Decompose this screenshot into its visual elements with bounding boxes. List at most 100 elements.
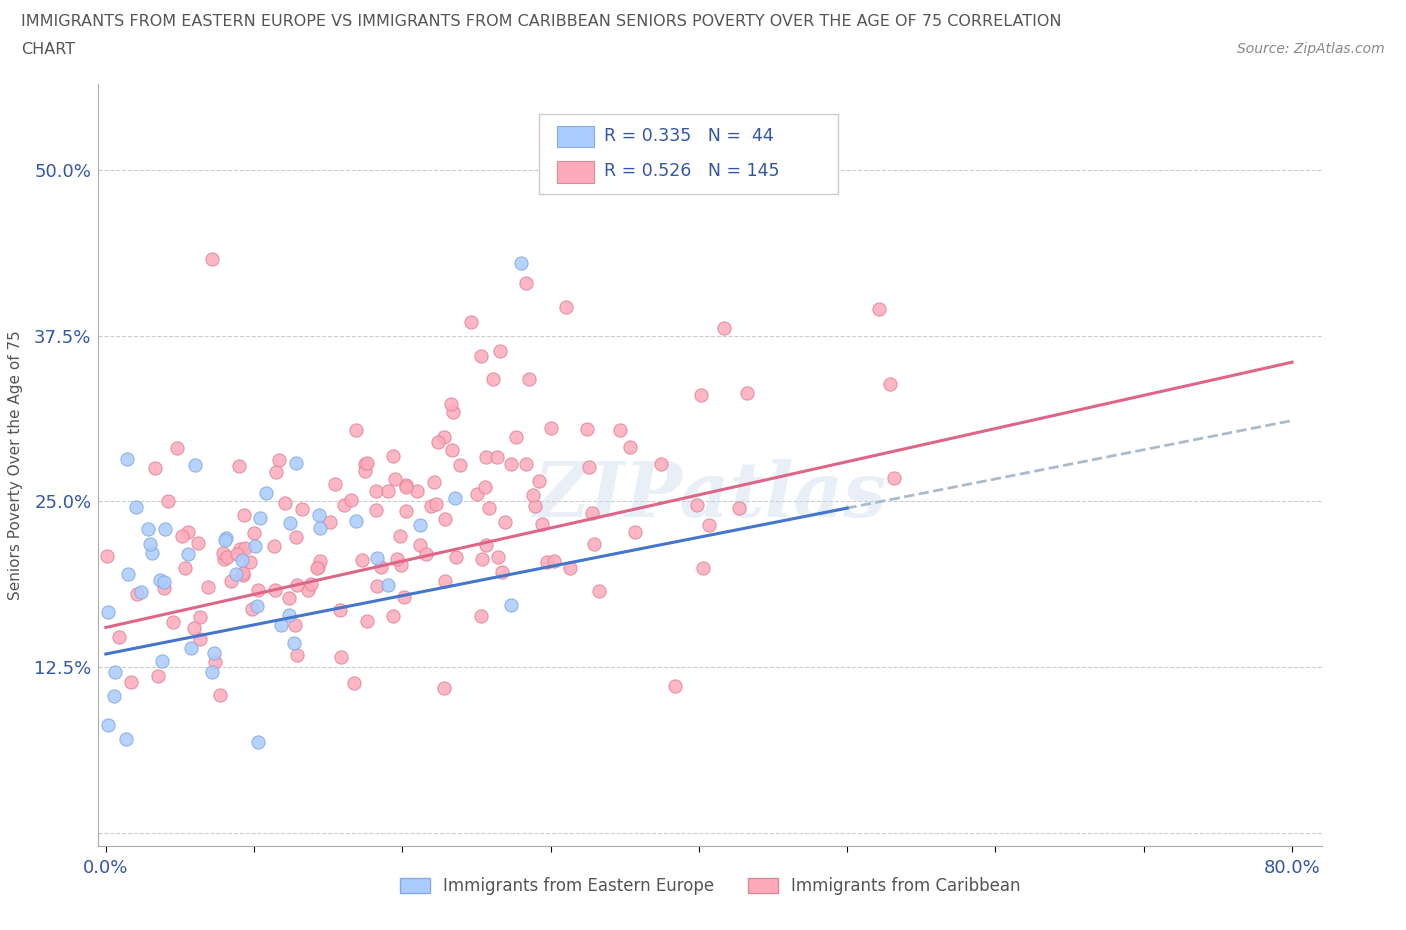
Point — [174, 561, 197, 576]
Point — [215, 531, 238, 546]
Point — [353, 464, 375, 479]
Point — [426, 434, 449, 449]
Point — [285, 648, 308, 663]
Point — [491, 565, 513, 579]
Point — [108, 630, 131, 644]
Point — [188, 631, 211, 646]
Point — [530, 517, 553, 532]
Point — [883, 471, 905, 485]
Point — [269, 452, 291, 467]
Point — [494, 515, 516, 530]
Point — [120, 675, 142, 690]
Point — [162, 615, 184, 630]
Point — [488, 343, 510, 358]
Point — [517, 372, 540, 387]
FancyBboxPatch shape — [538, 114, 838, 194]
Point — [395, 478, 418, 493]
Point — [124, 500, 146, 515]
Point — [176, 547, 198, 562]
Point — [157, 494, 180, 509]
Point — [499, 457, 522, 472]
Point — [285, 456, 308, 471]
Point — [560, 560, 582, 575]
Point — [522, 487, 544, 502]
Point — [460, 314, 482, 329]
Point — [344, 423, 367, 438]
Point — [425, 497, 447, 512]
Point — [409, 518, 432, 533]
Point — [274, 495, 297, 510]
Point — [344, 513, 367, 528]
Point — [277, 591, 299, 605]
Point — [433, 430, 456, 445]
Point — [475, 538, 498, 552]
Point — [243, 525, 266, 540]
Legend: Immigrants from Eastern Europe, Immigrants from Caribbean: Immigrants from Eastern Europe, Immigran… — [399, 877, 1021, 896]
Point — [307, 561, 329, 576]
Point — [96, 549, 118, 564]
Point — [529, 473, 551, 488]
Point — [180, 641, 202, 656]
Point — [510, 256, 533, 271]
Point — [323, 476, 346, 491]
Point — [384, 472, 406, 486]
Point — [285, 530, 308, 545]
Point — [377, 578, 399, 593]
Point — [329, 649, 352, 664]
Point — [299, 577, 322, 591]
Point — [233, 540, 256, 555]
Point — [523, 498, 546, 513]
Point — [215, 550, 238, 565]
Point — [247, 583, 270, 598]
Point — [309, 521, 332, 536]
Point — [117, 567, 139, 582]
Point — [297, 582, 319, 597]
Point — [139, 537, 162, 551]
Point — [536, 555, 558, 570]
Point — [208, 687, 231, 702]
Point — [470, 349, 492, 364]
Point — [97, 604, 120, 619]
Point — [104, 665, 127, 680]
Point — [470, 608, 492, 623]
Point — [340, 493, 363, 508]
Point — [228, 459, 250, 474]
Y-axis label: Seniors Poverty Over the Age of 75: Seniors Poverty Over the Age of 75 — [8, 330, 22, 600]
Point — [149, 573, 172, 588]
Point — [229, 541, 252, 556]
Point — [201, 252, 224, 267]
Point — [127, 587, 149, 602]
Point — [225, 566, 247, 581]
Point — [221, 573, 243, 588]
Point — [433, 512, 456, 526]
Point — [515, 275, 537, 290]
Point — [588, 583, 610, 598]
Point — [405, 484, 427, 498]
Point — [482, 371, 505, 386]
Point — [434, 574, 457, 589]
Point — [575, 422, 598, 437]
Point — [395, 480, 418, 495]
Point — [278, 516, 301, 531]
Point — [465, 487, 488, 502]
Point — [474, 479, 496, 494]
Point — [478, 500, 501, 515]
Point — [225, 546, 247, 561]
Point — [254, 485, 277, 500]
Point — [188, 610, 211, 625]
Point — [609, 423, 631, 438]
Point — [650, 457, 672, 472]
Point — [232, 567, 254, 582]
Point — [387, 551, 409, 566]
Point — [578, 459, 600, 474]
Point — [97, 717, 120, 732]
Point — [141, 546, 163, 561]
Text: ZIPatlas: ZIPatlas — [533, 458, 887, 533]
Point — [214, 551, 236, 566]
Point — [377, 484, 399, 498]
Text: IMMIGRANTS FROM EASTERN EUROPE VS IMMIGRANTS FROM CARIBBEAN SENIORS POVERTY OVER: IMMIGRANTS FROM EASTERN EUROPE VS IMMIGR… — [21, 14, 1062, 29]
Point — [735, 386, 758, 401]
Point — [353, 457, 375, 472]
Point — [170, 528, 193, 543]
Point — [441, 443, 464, 458]
